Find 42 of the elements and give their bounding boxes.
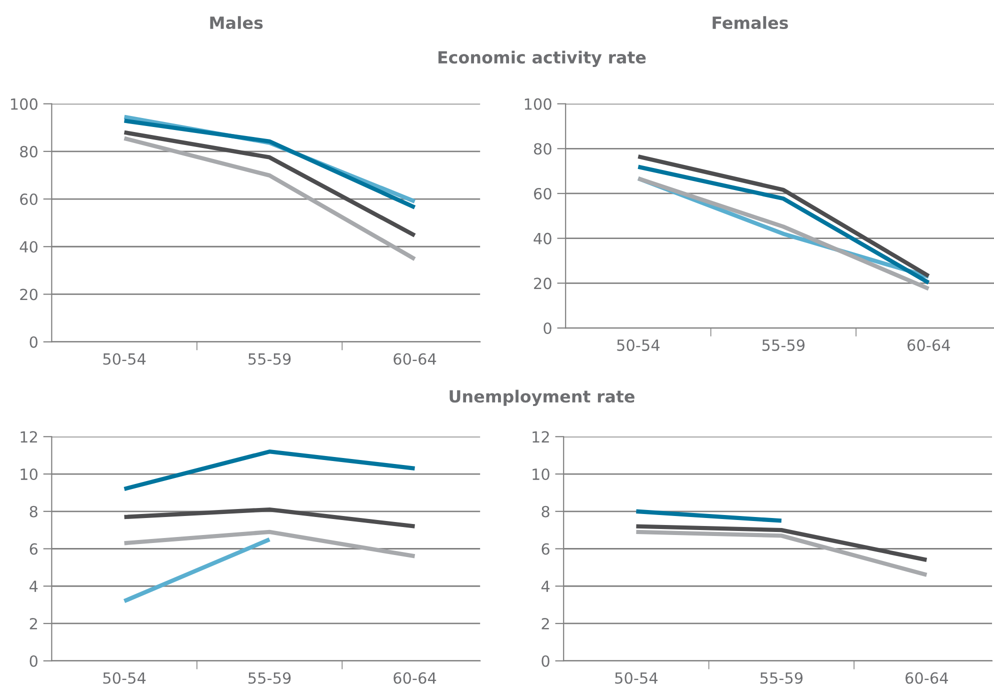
y-tick-label: 4 xyxy=(541,580,550,592)
x-tick-label: 55-59 xyxy=(248,672,291,684)
y-tick-label: 0 xyxy=(30,336,38,348)
y-tick-label: 100 xyxy=(11,98,38,110)
chart-title: Males xyxy=(210,16,263,30)
y-tick-label: 0 xyxy=(544,322,552,334)
y-tick-label: 80 xyxy=(534,143,552,155)
x-tick-label: 60-64 xyxy=(906,672,948,684)
x-tick-label: 55-59 xyxy=(760,672,803,684)
x-tick-label: 55-59 xyxy=(248,353,291,365)
x-tick-label: 50-54 xyxy=(615,672,658,684)
x-tick-label: 60-64 xyxy=(908,339,950,351)
y-tick-label: 60 xyxy=(534,188,552,200)
y-tick-label: 8 xyxy=(542,506,550,518)
y-tick-label: 20 xyxy=(534,278,552,290)
y-tick-label: 0 xyxy=(30,655,38,667)
y-tick-label: 10 xyxy=(532,468,550,480)
y-tick-label: 6 xyxy=(542,543,550,555)
x-tick-label: 50-54 xyxy=(103,353,146,365)
x-tick-label: 60-64 xyxy=(394,353,436,365)
y-tick-label: 10 xyxy=(20,468,38,480)
y-tick-label: 20 xyxy=(20,288,38,300)
x-tick-label: 55-59 xyxy=(762,339,805,351)
y-tick-label: 0 xyxy=(542,655,550,667)
y-tick-label: 6 xyxy=(30,543,38,555)
y-tick-label: 40 xyxy=(534,232,552,244)
y-tick-label: 60 xyxy=(20,193,38,206)
y-tick-label: 2 xyxy=(30,618,37,630)
y-tick-label: 2 xyxy=(542,618,549,630)
x-tick-label: 60-64 xyxy=(394,672,436,684)
x-tick-label: 50-54 xyxy=(617,339,660,351)
chart-title: Females xyxy=(712,16,788,30)
y-tick-label: 12 xyxy=(532,431,549,442)
y-tick-label: 100 xyxy=(524,98,552,110)
y-tick-label: 4 xyxy=(30,580,38,592)
text: Economic activity rate xyxy=(438,50,646,67)
text: Unemployment rate xyxy=(450,390,634,406)
y-tick-label: 12 xyxy=(20,431,37,442)
x-tick-label: 50-54 xyxy=(103,672,146,684)
y-tick-label: 80 xyxy=(20,146,38,158)
y-tick-label: 8 xyxy=(30,506,38,518)
y-tick-label: 40 xyxy=(20,241,38,253)
